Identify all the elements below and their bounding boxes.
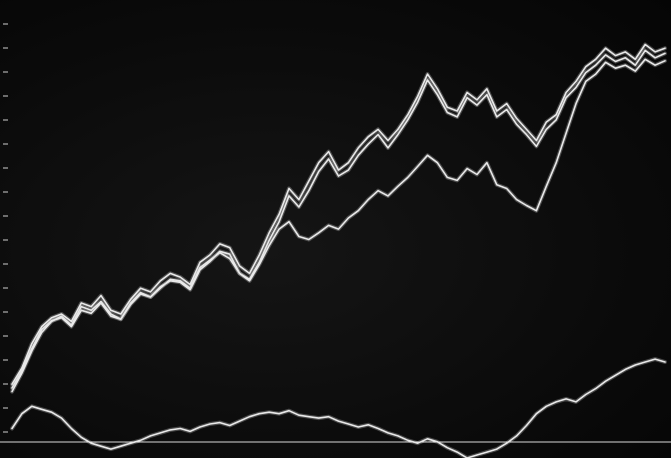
series-line-glow-3 — [10, 57, 667, 390]
series-line-1 — [11, 43, 666, 386]
series-line-glow-4 — [10, 357, 667, 458]
series-line-3 — [11, 58, 666, 389]
chart-series-group — [10, 42, 667, 458]
y-axis-ticks — [3, 23, 8, 433]
series-line-glow-2 — [10, 48, 667, 394]
series-line-2 — [11, 49, 666, 393]
series-line-4 — [11, 358, 666, 458]
